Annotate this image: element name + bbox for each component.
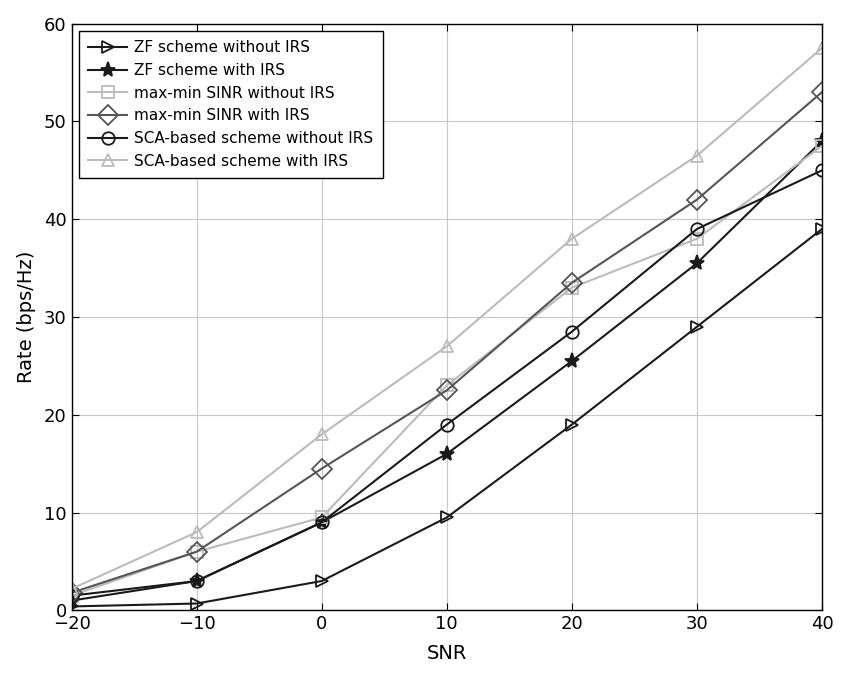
ZF scheme without IRS xyxy=(692,323,702,331)
max-min SINR without IRS xyxy=(317,513,327,522)
ZF scheme with IRS xyxy=(442,450,452,458)
max-min SINR with IRS xyxy=(442,386,452,394)
ZF scheme with IRS xyxy=(191,577,201,585)
SCA-based scheme without IRS xyxy=(692,225,702,233)
ZF scheme with IRS xyxy=(317,518,327,526)
max-min SINR without IRS xyxy=(66,592,76,600)
SCA-based scheme with IRS xyxy=(317,430,327,439)
Line: max-min SINR with IRS: max-min SINR with IRS xyxy=(65,85,829,600)
max-min SINR without IRS xyxy=(442,381,452,390)
ZF scheme without IRS xyxy=(191,600,201,608)
SCA-based scheme without IRS xyxy=(442,420,452,428)
ZF scheme with IRS xyxy=(692,259,702,267)
max-min SINR without IRS xyxy=(567,284,577,292)
Line: ZF scheme without IRS: ZF scheme without IRS xyxy=(65,223,828,613)
max-min SINR with IRS xyxy=(317,464,327,473)
max-min SINR without IRS xyxy=(817,142,827,150)
SCA-based scheme without IRS xyxy=(817,167,827,175)
X-axis label: SNR: SNR xyxy=(427,645,467,663)
max-min SINR without IRS xyxy=(191,547,201,556)
ZF scheme without IRS xyxy=(567,420,577,428)
ZF scheme with IRS xyxy=(567,357,577,365)
max-min SINR without IRS xyxy=(692,235,702,243)
SCA-based scheme without IRS xyxy=(567,328,577,336)
ZF scheme without IRS xyxy=(817,225,827,233)
max-min SINR with IRS xyxy=(692,196,702,204)
max-min SINR with IRS xyxy=(567,279,577,287)
Line: SCA-based scheme without IRS: SCA-based scheme without IRS xyxy=(65,164,828,602)
max-min SINR with IRS xyxy=(191,547,201,556)
max-min SINR with IRS xyxy=(817,88,827,96)
SCA-based scheme without IRS xyxy=(66,592,76,600)
SCA-based scheme with IRS xyxy=(692,152,702,160)
Line: max-min SINR without IRS: max-min SINR without IRS xyxy=(66,140,828,601)
Y-axis label: Rate (bps/Hz): Rate (bps/Hz) xyxy=(17,251,36,384)
Line: ZF scheme with IRS: ZF scheme with IRS xyxy=(64,133,830,608)
SCA-based scheme without IRS xyxy=(191,577,201,585)
ZF scheme with IRS xyxy=(817,137,827,145)
ZF scheme without IRS xyxy=(317,577,327,585)
max-min SINR with IRS xyxy=(66,589,76,597)
Legend: ZF scheme without IRS, ZF scheme with IRS, max-min SINR without IRS, max-min SIN: ZF scheme without IRS, ZF scheme with IR… xyxy=(79,31,382,178)
SCA-based scheme with IRS xyxy=(442,342,452,350)
ZF scheme without IRS xyxy=(66,602,76,611)
SCA-based scheme with IRS xyxy=(817,44,827,52)
SCA-based scheme without IRS xyxy=(317,518,327,526)
ZF scheme with IRS xyxy=(66,596,76,605)
SCA-based scheme with IRS xyxy=(66,585,76,593)
SCA-based scheme with IRS xyxy=(191,528,201,537)
SCA-based scheme with IRS xyxy=(567,235,577,243)
Line: SCA-based scheme with IRS: SCA-based scheme with IRS xyxy=(65,42,828,595)
ZF scheme without IRS xyxy=(442,513,452,522)
